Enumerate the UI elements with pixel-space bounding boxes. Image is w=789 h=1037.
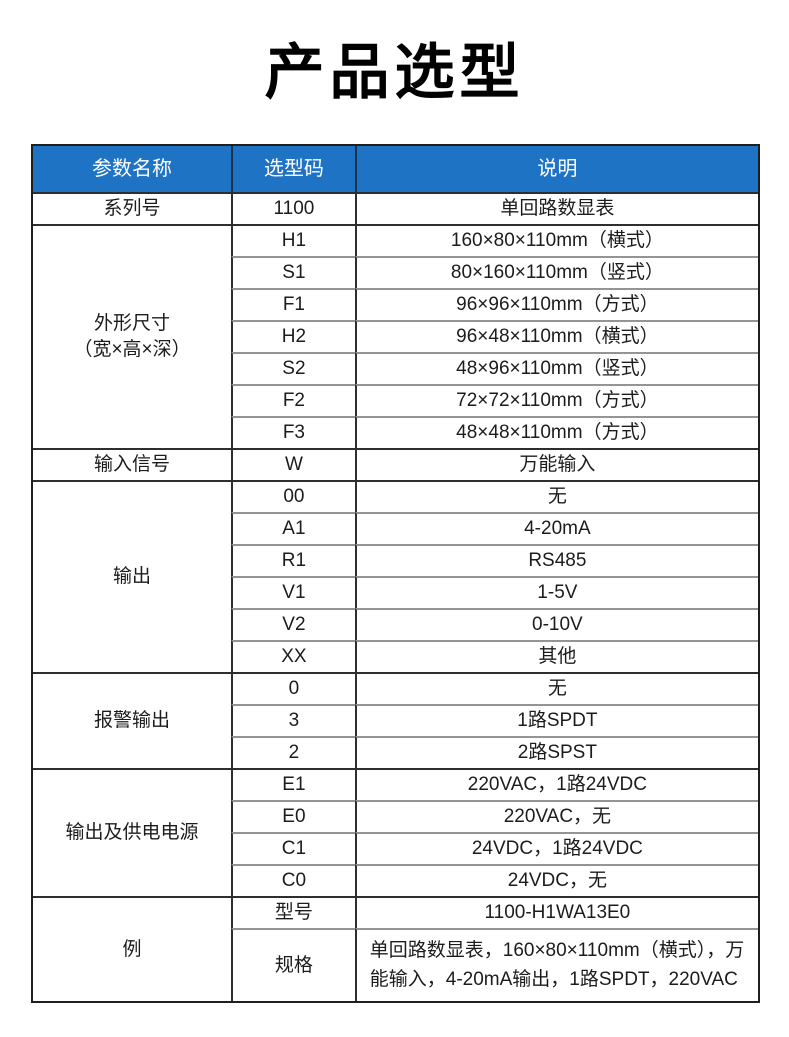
table-row: H2 96×48×110mm（横式） <box>33 320 758 352</box>
code-cell: 00 <box>231 480 355 512</box>
code-cell: F1 <box>231 288 355 320</box>
table-row: S2 48×96×110mm（竖式） <box>33 352 758 384</box>
param-cell: 输出 <box>33 480 232 672</box>
code-cell: 3 <box>231 704 355 736</box>
table-row: 外形尺寸 （宽×高×深） H1 160×80×110mm（横式） <box>33 224 758 448</box>
code-cell: C0 <box>231 864 355 896</box>
code-cell: R1 <box>231 544 355 576</box>
table-row: V1 1-5V <box>33 576 758 608</box>
code-cell: 0 <box>231 672 355 704</box>
code-cell: F2 <box>231 384 355 416</box>
header-row: 参数名称 选型码 说明 <box>33 146 758 192</box>
code-cell: E1 <box>231 768 355 800</box>
desc-cell: 其他 <box>354 640 758 672</box>
desc-cell: 96×48×110mm（横式） <box>354 320 758 352</box>
table-container: 参数名称 选型码 说明 系列号 1100 单回路数显表 外形尺寸 （宽×高×深）… <box>31 144 760 1003</box>
desc-cell: 无 <box>354 480 758 512</box>
desc-cell: 80×160×110mm（竖式） <box>354 256 758 288</box>
desc-cell: RS485 <box>354 544 758 576</box>
param-cell: 例 <box>33 896 232 1001</box>
table-row: 输入信号 W 万能输入 <box>33 448 758 480</box>
code-cell: S2 <box>231 352 355 384</box>
code-cell: W <box>231 448 355 480</box>
desc-cell: 220VAC，1路24VDC <box>354 768 758 800</box>
product-selection-table: 参数名称 选型码 说明 系列号 1100 单回路数显表 外形尺寸 （宽×高×深）… <box>31 144 760 1003</box>
param-cell: 外形尺寸 （宽×高×深） <box>33 224 232 448</box>
column-header-desc: 说明 <box>354 146 758 192</box>
table-row: S1 80×160×110mm（竖式） <box>33 256 758 288</box>
code-cell: F3 <box>231 416 355 448</box>
desc-cell: 24VDC，1路24VDC <box>354 832 758 864</box>
param-cell: 输入信号 <box>33 448 232 480</box>
desc-cell: 0-10V <box>354 608 758 640</box>
desc-cell: 1路SPDT <box>354 704 758 736</box>
desc-cell: 单回路数显表 <box>354 192 758 224</box>
page-title: 产品选型 <box>264 39 525 106</box>
desc-cell: 无 <box>354 672 758 704</box>
table-row: 3 1路SPDT <box>33 704 758 736</box>
param-cell: 系列号 <box>33 192 232 224</box>
desc-cell: 24VDC，无 <box>354 864 758 896</box>
code-cell: 2 <box>231 736 355 768</box>
param-cell: 输出及供电电源 <box>33 768 232 896</box>
table-row: C0 24VDC，无 <box>33 864 758 896</box>
desc-cell: 220VAC，无 <box>354 800 758 832</box>
desc-cell: 4-20mA <box>354 512 758 544</box>
table-row: 例 型号 1100-H1WA13E0 <box>33 896 758 1001</box>
table-row: R1 RS485 <box>33 544 758 576</box>
table-row: 报警输出 0 无 <box>33 672 758 768</box>
table-row: E0 220VAC，无 <box>33 800 758 832</box>
desc-cell: 48×96×110mm（竖式） <box>354 352 758 384</box>
param-cell: 报警输出 <box>33 672 232 768</box>
desc-cell: 96×96×110mm（方式） <box>354 288 758 320</box>
table-header: 参数名称 选型码 说明 <box>33 146 758 192</box>
table-row: F2 72×72×110mm（方式） <box>33 384 758 416</box>
code-cell: 1100 <box>231 192 355 224</box>
table-row: A1 4-20mA <box>33 512 758 544</box>
table-row: 2 2路SPST <box>33 736 758 768</box>
code-cell: A1 <box>231 512 355 544</box>
column-header-code: 选型码 <box>231 146 355 192</box>
code-cell: E0 <box>231 800 355 832</box>
table-row: XX 其他 <box>33 640 758 672</box>
table-row: V2 0-10V <box>33 608 758 640</box>
desc-cell: 160×80×110mm（横式） <box>354 224 758 256</box>
code-cell: XX <box>231 640 355 672</box>
code-cell: H1 <box>231 224 355 256</box>
code-cell: C1 <box>231 832 355 864</box>
desc-cell: 2路SPST <box>354 736 758 768</box>
column-header-param: 参数名称 <box>33 146 232 192</box>
table-row: 系列号 1100 单回路数显表 <box>33 192 758 224</box>
table-row: F1 96×96×110mm（方式） <box>33 288 758 320</box>
desc-cell: 72×72×110mm（方式） <box>354 384 758 416</box>
table-row: 输出及供电电源 E1 220VAC，1路24VDC <box>33 768 758 896</box>
code-cell: S1 <box>231 256 355 288</box>
table-row: 输出 00 无 <box>33 480 758 672</box>
code-cell: H2 <box>231 320 355 352</box>
code-cell: 型号 <box>231 896 355 928</box>
desc-cell: 单回路数显表，160×80×110mm（横式），万能输入，4-20mA输出，1路… <box>354 928 758 1001</box>
code-cell: V1 <box>231 576 355 608</box>
code-cell: 规格 <box>231 928 355 1001</box>
table-row: F3 48×48×110mm（方式） <box>33 416 758 448</box>
desc-cell: 48×48×110mm（方式） <box>354 416 758 448</box>
table-row: C1 24VDC，1路24VDC <box>33 832 758 864</box>
desc-cell: 1100-H1WA13E0 <box>354 896 758 928</box>
table-row: 规格 单回路数显表，160×80×110mm（横式），万能输入，4-20mA输出… <box>33 928 758 1001</box>
table-body: 系列号 1100 单回路数显表 外形尺寸 （宽×高×深） H1 160×80×1… <box>33 192 758 1001</box>
desc-cell: 1-5V <box>354 576 758 608</box>
desc-cell: 万能输入 <box>354 448 758 480</box>
code-cell: V2 <box>231 608 355 640</box>
